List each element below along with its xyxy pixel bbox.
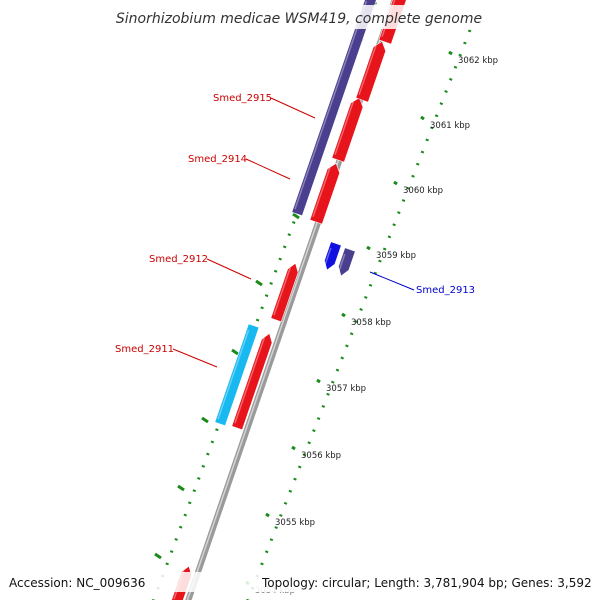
gene-label-leader	[270, 97, 316, 119]
gene-label-smed-2911[interactable]: Smed_2911	[115, 344, 174, 355]
genome-summary-text: Topology: circular; Length: 3,781,904 bp…	[261, 576, 592, 590]
tick-label: 3056 kbp	[301, 451, 341, 461]
gene-smed-2914-segment	[309, 162, 341, 225]
title-background	[112, 5, 490, 29]
gene-label-smed-2914[interactable]: Smed_2914	[188, 154, 247, 165]
tick-label: 3058 kbp	[351, 318, 391, 328]
gene-smed-2915	[291, 0, 378, 217]
tick-label: 3062 kbp	[458, 56, 498, 66]
tick-label: 3061 kbp	[430, 121, 470, 131]
tick-mark	[177, 484, 185, 492]
footer-background	[0, 572, 600, 592]
tick-mark	[316, 378, 321, 384]
accession-text: Accession: NC_009636	[9, 576, 145, 590]
gene-label-smed-2915[interactable]: Smed_2915	[213, 93, 272, 104]
scale-dot-lines	[152, 0, 472, 600]
tick-mark	[393, 180, 398, 186]
gene-labels: Smed_2915 Smed_2914 Smed_2912 Smed_2913 Smed…	[115, 93, 475, 368]
tick-mark	[231, 348, 239, 356]
tick-mark	[255, 279, 263, 287]
gene-label-smed-2912[interactable]: Smed_2912	[149, 254, 208, 265]
tick-mark	[265, 512, 270, 518]
tick-mark	[366, 245, 371, 251]
gene-smed-2911-red	[231, 332, 273, 431]
gene-red-segment	[355, 40, 387, 103]
gene-smed-2913-blue	[324, 241, 342, 271]
tick-mark	[292, 212, 300, 220]
tick-mark	[341, 312, 346, 318]
tick-mark	[291, 445, 296, 451]
gene-label-leader	[369, 271, 415, 291]
tick-label: 3055 kbp	[275, 518, 315, 528]
gene-label-leader	[206, 258, 252, 280]
tick-mark	[154, 552, 162, 560]
gene-smed-2911-cyan	[214, 323, 260, 427]
gene-smed-2913	[338, 247, 356, 277]
map-title: Sinorhizobium medicae WSM419, complete g…	[116, 11, 482, 27]
gene-label-smed-2913[interactable]: Smed_2913	[416, 285, 475, 296]
tick-label: 3060 kbp	[403, 186, 443, 196]
tick-mark	[420, 115, 425, 121]
tick-label: 3057 kbp	[326, 384, 366, 394]
gene-red-segment	[331, 97, 364, 163]
gene-label-leader	[172, 348, 218, 368]
tick-label: 3059 kbp	[376, 251, 416, 261]
gene-label-leader	[245, 158, 291, 180]
tick-mark	[201, 416, 209, 424]
tick-mark	[448, 50, 453, 56]
gene-smed-2912	[270, 262, 299, 323]
